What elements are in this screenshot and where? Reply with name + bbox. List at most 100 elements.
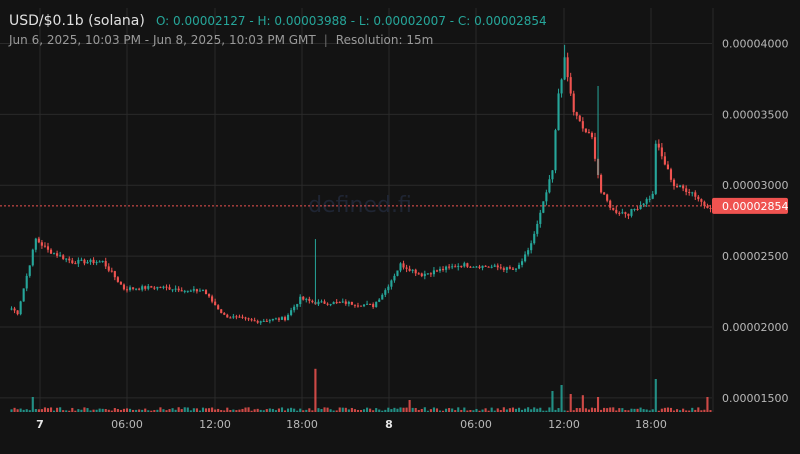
volume-bar — [651, 409, 654, 412]
volume-bar — [429, 409, 432, 412]
volume-bar — [539, 407, 542, 412]
volume-bar — [481, 409, 484, 412]
volume-bar — [283, 410, 287, 412]
candle-body — [502, 268, 505, 270]
candle-body — [587, 132, 590, 134]
candle-body — [396, 270, 399, 276]
volume-bar — [223, 410, 226, 412]
volume-bar — [74, 410, 77, 412]
candle-body — [593, 137, 597, 159]
candle-body — [533, 233, 536, 244]
volume-bar — [630, 408, 633, 412]
candle-body — [326, 303, 329, 305]
volume-bars — [10, 368, 712, 412]
candle-body — [62, 255, 65, 259]
volume-bar — [68, 410, 71, 412]
candle-body — [232, 316, 235, 318]
time-axis[interactable]: 7 06:00 12:00 18:00 8 06:00 12:00 18:00 — [36, 418, 667, 431]
candle-body — [128, 287, 132, 290]
volume-bar — [53, 410, 56, 412]
candle-body — [636, 208, 639, 210]
volume-bar — [293, 408, 296, 412]
volume-bar — [113, 408, 116, 412]
candle-body — [80, 259, 83, 261]
volume-bar — [691, 407, 694, 412]
volume-bar — [396, 408, 399, 412]
candle-body — [633, 208, 636, 210]
candle-body — [159, 286, 162, 288]
candle-body — [369, 303, 372, 305]
volume-bar — [165, 410, 168, 412]
candle-body — [28, 265, 31, 276]
volume-bar — [375, 408, 378, 412]
candle-body — [229, 317, 232, 319]
volume-bar — [317, 408, 320, 412]
candle-body — [332, 302, 335, 305]
volume-bar — [104, 409, 107, 412]
candle-body — [344, 301, 347, 304]
volume-bar — [369, 408, 372, 412]
price-axis[interactable]: 0.00004000 0.00003500 0.00003000 0.00002500… — [712, 8, 788, 412]
candle-body — [323, 301, 326, 304]
volume-bar — [101, 408, 104, 412]
volume-bar — [596, 397, 600, 412]
candle-body — [356, 305, 360, 307]
volume-bar — [138, 409, 141, 412]
volume-bar — [299, 408, 302, 412]
volume-bar — [217, 408, 220, 412]
candle-body — [31, 249, 34, 266]
candle-body — [71, 260, 74, 264]
volume-bar — [478, 410, 481, 412]
candle-body — [59, 255, 62, 257]
candle-body — [13, 308, 16, 311]
current-price-badge: 0.00002854 — [712, 197, 788, 214]
volume-bar — [560, 385, 563, 412]
candle-body — [98, 261, 101, 263]
candle-body — [475, 266, 478, 268]
candle-body — [311, 300, 314, 303]
symbol-title[interactable]: USD/$0.1b (solana) — [9, 13, 145, 29]
candle-body — [302, 296, 305, 300]
candle-body — [700, 199, 703, 202]
candle-body — [408, 268, 411, 271]
candle-body — [697, 196, 700, 200]
candle-body — [156, 286, 159, 289]
volume-bar — [587, 409, 590, 412]
volume-bar — [372, 410, 375, 412]
candle-body — [521, 261, 524, 265]
candle-body — [493, 265, 496, 267]
volume-bar — [432, 407, 435, 412]
volume-bar — [487, 410, 490, 412]
volume-bar — [268, 408, 271, 412]
volume-bar — [232, 409, 235, 412]
volume-bar — [584, 408, 587, 412]
volume-bar — [600, 409, 603, 412]
candle-body — [490, 266, 493, 268]
volume-bar — [472, 410, 475, 412]
volume-bar — [280, 407, 284, 412]
candle-body — [125, 289, 129, 291]
candle-body — [283, 317, 287, 321]
candle-body — [441, 268, 445, 270]
time-tick-label: 06:00 — [111, 418, 143, 431]
candle-body — [432, 270, 435, 275]
volume-bar — [34, 409, 37, 412]
candle-body — [293, 306, 296, 311]
volume-bar — [517, 407, 521, 412]
volume-bar — [423, 407, 426, 412]
time-tick-label: 7 — [36, 418, 44, 431]
volume-bar — [220, 409, 223, 412]
candle-body — [642, 203, 645, 206]
candle-body — [487, 266, 490, 268]
time-tick-label: 8 — [385, 418, 393, 431]
volume-bar — [174, 409, 177, 412]
volume-bar — [128, 408, 132, 412]
volume-bar — [171, 408, 174, 412]
resolution-label[interactable]: Resolution: 15m — [335, 33, 434, 47]
time-tick-label: 18:00 — [635, 418, 667, 431]
candle-body — [335, 302, 338, 304]
volume-bar — [405, 407, 408, 412]
candle-body — [706, 205, 709, 209]
candle-body — [429, 273, 432, 275]
